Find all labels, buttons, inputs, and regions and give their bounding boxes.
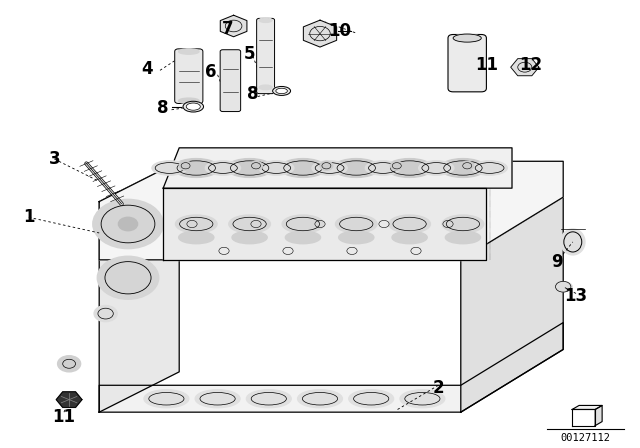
Ellipse shape [442, 215, 484, 233]
Circle shape [97, 256, 159, 299]
Ellipse shape [276, 88, 287, 94]
Ellipse shape [280, 159, 326, 177]
Circle shape [118, 217, 138, 231]
Polygon shape [572, 405, 602, 409]
Text: 9: 9 [551, 253, 563, 271]
Text: 6: 6 [205, 63, 217, 81]
Polygon shape [99, 323, 563, 412]
Text: 4: 4 [141, 60, 153, 78]
Ellipse shape [179, 98, 199, 103]
Ellipse shape [333, 159, 380, 177]
Ellipse shape [179, 231, 214, 244]
Ellipse shape [285, 231, 321, 244]
Circle shape [320, 161, 333, 170]
Text: 5: 5 [244, 45, 255, 63]
Ellipse shape [453, 34, 481, 42]
Ellipse shape [440, 159, 486, 177]
Circle shape [390, 161, 403, 170]
Polygon shape [461, 197, 563, 412]
Ellipse shape [152, 161, 188, 175]
Ellipse shape [419, 161, 454, 175]
Ellipse shape [554, 282, 572, 292]
Ellipse shape [273, 86, 291, 95]
Ellipse shape [205, 161, 241, 175]
Ellipse shape [392, 231, 428, 244]
Ellipse shape [445, 231, 481, 244]
Ellipse shape [227, 159, 273, 177]
Circle shape [250, 161, 262, 170]
Text: 7: 7 [221, 20, 233, 38]
Ellipse shape [195, 390, 240, 408]
Ellipse shape [175, 215, 217, 233]
Text: 8: 8 [157, 99, 169, 116]
FancyBboxPatch shape [448, 34, 486, 92]
Ellipse shape [335, 215, 377, 233]
Ellipse shape [179, 49, 199, 54]
Ellipse shape [389, 215, 431, 233]
Text: 10: 10 [328, 22, 351, 40]
Ellipse shape [246, 390, 291, 408]
FancyBboxPatch shape [175, 49, 203, 103]
Polygon shape [572, 409, 595, 426]
Circle shape [179, 161, 192, 170]
Text: 2: 2 [433, 379, 444, 396]
Polygon shape [163, 188, 486, 260]
Ellipse shape [183, 101, 204, 112]
FancyBboxPatch shape [257, 18, 275, 94]
Polygon shape [220, 15, 247, 37]
Polygon shape [511, 59, 539, 76]
Ellipse shape [312, 161, 348, 175]
Ellipse shape [282, 215, 324, 233]
Ellipse shape [365, 161, 401, 175]
Polygon shape [56, 392, 82, 407]
Ellipse shape [259, 161, 294, 175]
Text: 8: 8 [247, 85, 259, 103]
Text: 12: 12 [520, 56, 543, 74]
Circle shape [461, 161, 474, 170]
Polygon shape [163, 148, 512, 188]
Circle shape [93, 199, 163, 249]
FancyBboxPatch shape [220, 50, 241, 112]
Polygon shape [595, 405, 602, 426]
Text: 1: 1 [23, 208, 35, 226]
Ellipse shape [173, 159, 220, 177]
Ellipse shape [186, 103, 200, 110]
Polygon shape [99, 161, 179, 412]
Ellipse shape [259, 85, 272, 90]
Ellipse shape [144, 390, 189, 408]
Polygon shape [99, 161, 563, 260]
Ellipse shape [472, 161, 508, 175]
Ellipse shape [298, 390, 342, 408]
Ellipse shape [259, 18, 272, 22]
Ellipse shape [400, 390, 445, 408]
Ellipse shape [561, 229, 585, 255]
Polygon shape [303, 20, 337, 47]
Text: 00127112: 00127112 [561, 433, 611, 443]
Ellipse shape [232, 231, 268, 244]
Text: 11: 11 [475, 56, 498, 74]
Text: 3: 3 [49, 150, 60, 168]
Circle shape [58, 356, 81, 372]
Text: 13: 13 [564, 287, 588, 305]
Ellipse shape [229, 215, 271, 233]
Ellipse shape [339, 231, 374, 244]
Ellipse shape [387, 159, 433, 177]
Circle shape [94, 306, 117, 322]
Text: 11: 11 [52, 408, 76, 426]
Ellipse shape [349, 390, 394, 408]
